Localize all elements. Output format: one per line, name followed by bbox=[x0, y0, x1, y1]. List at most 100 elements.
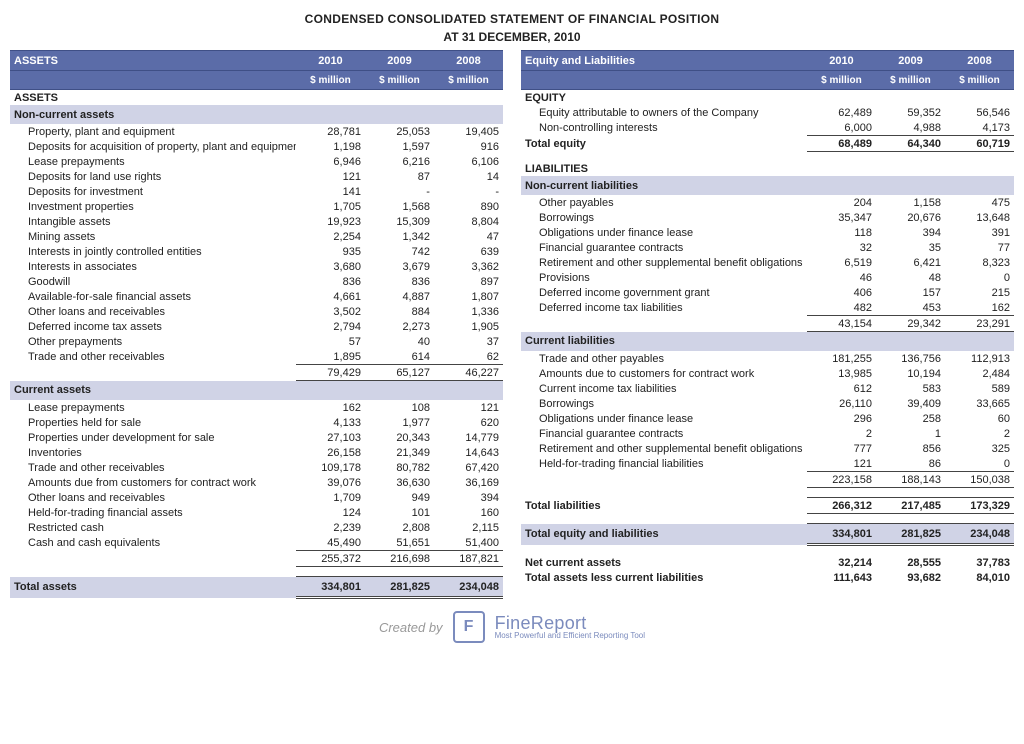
row-value: 3,362 bbox=[434, 259, 503, 274]
row-value: 21,349 bbox=[365, 445, 434, 460]
row-value: 47 bbox=[434, 229, 503, 244]
row-value: 325 bbox=[945, 441, 1014, 456]
row-label: Retirement and other supplemental benefi… bbox=[521, 441, 807, 456]
row-value: 216,698 bbox=[365, 551, 434, 567]
row-value: 1,895 bbox=[296, 349, 365, 365]
row-value: 334,801 bbox=[296, 577, 365, 598]
row-value: 111,643 bbox=[807, 570, 876, 585]
row-value: 25,053 bbox=[365, 124, 434, 139]
row-value bbox=[434, 105, 503, 124]
assets-table: ASSETS201020092008$ million$ million$ mi… bbox=[10, 50, 503, 599]
row-value: 51,651 bbox=[365, 535, 434, 551]
row-value: 2,273 bbox=[365, 319, 434, 334]
table-row: Amounts due from customers for contract … bbox=[10, 475, 503, 490]
row-value: 141 bbox=[296, 184, 365, 199]
row-value: 48 bbox=[876, 270, 945, 285]
row-value: - bbox=[434, 184, 503, 199]
row-value: 3,680 bbox=[296, 259, 365, 274]
row-label: Current liabilities bbox=[521, 332, 807, 352]
row-label: Net current assets bbox=[521, 555, 807, 570]
row-value: 121 bbox=[807, 456, 876, 472]
row-label bbox=[521, 472, 807, 488]
row-value bbox=[296, 90, 365, 106]
row-value: 6,106 bbox=[434, 154, 503, 169]
row-value: 8,323 bbox=[945, 255, 1014, 270]
row-value: 93,682 bbox=[876, 570, 945, 585]
total-row: Total equity and liabilities334,801281,8… bbox=[521, 524, 1014, 545]
row-value: 4,988 bbox=[876, 120, 945, 136]
row-value: 33,665 bbox=[945, 396, 1014, 411]
table-row: Deposits for investment141-- bbox=[10, 184, 503, 199]
row-value bbox=[807, 161, 876, 176]
row-value: 10,194 bbox=[876, 366, 945, 381]
row-value: 890 bbox=[434, 199, 503, 214]
row-label: Trade and other payables bbox=[521, 351, 807, 366]
row-label: Goodwill bbox=[10, 274, 296, 289]
row-value: 935 bbox=[296, 244, 365, 259]
section-header-row: Non-current assets bbox=[10, 105, 503, 124]
row-value: 6,000 bbox=[807, 120, 876, 136]
row-label: Total equity and liabilities bbox=[521, 524, 807, 545]
left-column: ASSETS201020092008$ million$ million$ mi… bbox=[10, 50, 503, 599]
row-value: 13,648 bbox=[945, 210, 1014, 225]
row-value: 68,489 bbox=[807, 136, 876, 152]
row-value: 394 bbox=[434, 490, 503, 505]
row-label: Property, plant and equipment bbox=[10, 124, 296, 139]
row-value bbox=[876, 176, 945, 195]
row-value: 32 bbox=[807, 240, 876, 255]
subtotal-row: 43,15429,34223,291 bbox=[521, 316, 1014, 332]
row-value: 1,705 bbox=[296, 199, 365, 214]
year-header: 2008 bbox=[434, 51, 503, 71]
row-label: Non-current liabilities bbox=[521, 176, 807, 195]
page-title: CONDENSED CONSOLIDATED STATEMENT OF FINA… bbox=[10, 8, 1014, 28]
row-value bbox=[945, 90, 1014, 106]
table-row: Inventories26,15821,34914,643 bbox=[10, 445, 503, 460]
row-label bbox=[521, 316, 807, 332]
row-label: Other loans and receivables bbox=[10, 304, 296, 319]
row-value bbox=[296, 105, 365, 124]
row-value: 26,158 bbox=[296, 445, 365, 460]
table-row: Lease prepayments6,9466,2166,106 bbox=[10, 154, 503, 169]
row-value: 6,216 bbox=[365, 154, 434, 169]
row-value: 394 bbox=[876, 225, 945, 240]
equity-liabilities-table: Equity and Liabilities201020092008$ mill… bbox=[521, 50, 1014, 585]
row-label: Inventories bbox=[10, 445, 296, 460]
row-value: 65,127 bbox=[365, 365, 434, 381]
row-value: 37 bbox=[434, 334, 503, 349]
table-row: Equity attributable to owners of the Com… bbox=[521, 105, 1014, 120]
row-label: Properties held for sale bbox=[10, 415, 296, 430]
row-value bbox=[945, 176, 1014, 195]
row-value: 6,946 bbox=[296, 154, 365, 169]
row-value: 475 bbox=[945, 195, 1014, 210]
group-header-label: Equity and Liabilities bbox=[521, 51, 807, 71]
row-value: 80,782 bbox=[365, 460, 434, 475]
row-label: Deposits for acquisition of property, pl… bbox=[10, 139, 296, 154]
row-value: 0 bbox=[945, 270, 1014, 285]
row-value: 406 bbox=[807, 285, 876, 300]
row-value: 281,825 bbox=[365, 577, 434, 598]
row-value: 2,484 bbox=[945, 366, 1014, 381]
row-label: Current income tax liabilities bbox=[521, 381, 807, 396]
column-header-years: Equity and Liabilities201020092008 bbox=[521, 51, 1014, 71]
row-value: 108 bbox=[365, 400, 434, 415]
spacer-row bbox=[521, 152, 1014, 162]
row-value: 162 bbox=[945, 300, 1014, 316]
unit-header: $ million bbox=[434, 71, 503, 90]
row-value: 187,821 bbox=[434, 551, 503, 567]
year-header: 2008 bbox=[945, 51, 1014, 71]
table-row: Other prepayments574037 bbox=[10, 334, 503, 349]
row-value: 1,709 bbox=[296, 490, 365, 505]
year-header: 2010 bbox=[296, 51, 365, 71]
year-header: 2009 bbox=[365, 51, 434, 71]
row-value: 15,309 bbox=[365, 214, 434, 229]
table-row: Other loans and receivables1,709949394 bbox=[10, 490, 503, 505]
row-label bbox=[10, 551, 296, 567]
row-value: 1,342 bbox=[365, 229, 434, 244]
row-value bbox=[365, 105, 434, 124]
row-value: 949 bbox=[365, 490, 434, 505]
table-row: Obligations under finance lease118394391 bbox=[521, 225, 1014, 240]
row-value: 19,923 bbox=[296, 214, 365, 229]
row-value: 2,794 bbox=[296, 319, 365, 334]
unit-header: $ million bbox=[365, 71, 434, 90]
row-value: 2,115 bbox=[434, 520, 503, 535]
